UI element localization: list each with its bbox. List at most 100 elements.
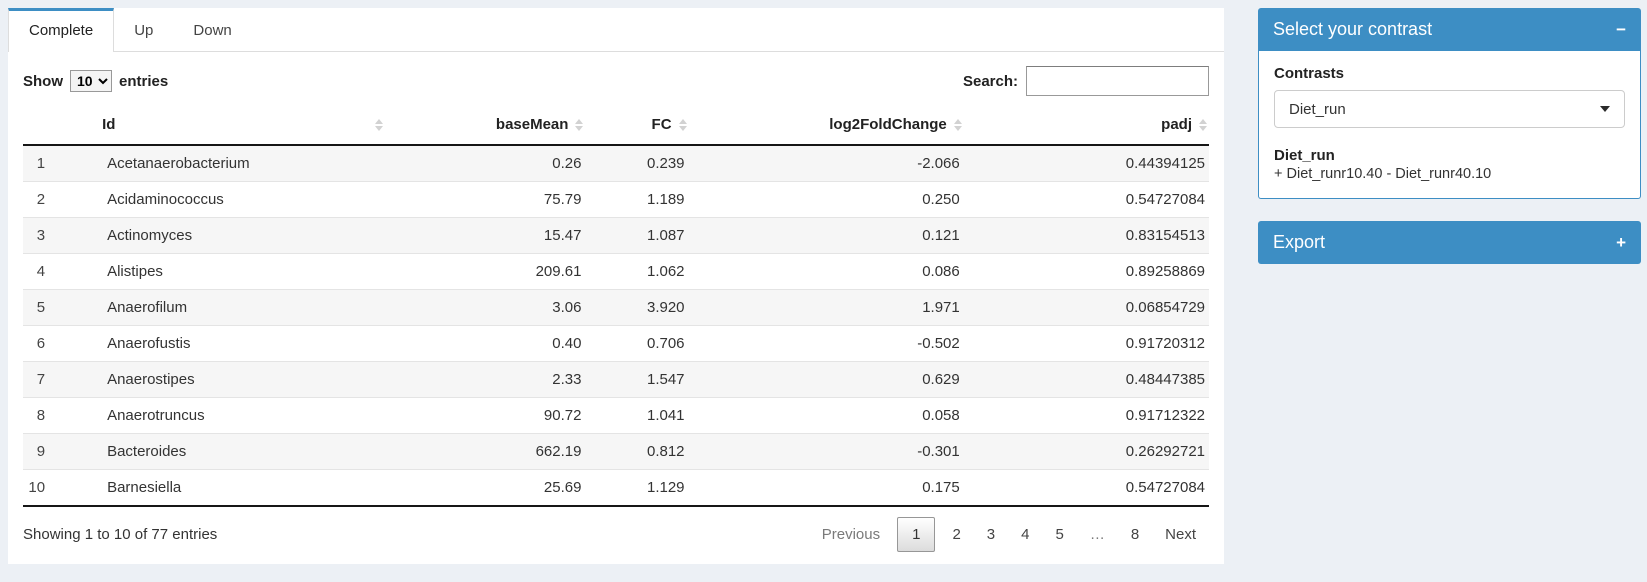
- table-row[interactable]: 9 Bacteroides 662.19 0.812 -0.301 0.2629…: [23, 434, 1209, 470]
- search-control: Search:: [963, 66, 1209, 96]
- page-length-control: Show 10 entries: [23, 70, 168, 92]
- header-row: Id baseMean FC: [23, 106, 1209, 145]
- table-row[interactable]: 5 Anaerofilum 3.06 3.920 1.971 0.0685472…: [23, 290, 1209, 326]
- cell-padj: 0.91720312: [964, 326, 1209, 362]
- table-controls: Show 10 entries Search:: [23, 66, 1209, 96]
- column-header-id[interactable]: Id: [100, 106, 385, 145]
- cell-fc: 0.239: [585, 145, 688, 182]
- cell-id: Acetanaerobacterium: [100, 145, 385, 182]
- page-length-select[interactable]: 10: [70, 70, 112, 92]
- pagination-page-2[interactable]: 2: [939, 517, 973, 552]
- sort-icon: [954, 119, 962, 131]
- pagination-page-5[interactable]: 5: [1042, 517, 1076, 552]
- table-row[interactable]: 7 Anaerostipes 2.33 1.547 0.629 0.484473…: [23, 362, 1209, 398]
- contrast-panel-title: Select your contrast: [1273, 19, 1432, 40]
- collapse-minus-icon[interactable]: −: [1616, 21, 1626, 38]
- pagination-page-8[interactable]: 8: [1118, 517, 1152, 552]
- cell-fc: 3.920: [585, 290, 688, 326]
- table-footer: Showing 1 to 10 of 77 entries Previous 1…: [23, 517, 1209, 552]
- table-row[interactable]: 8 Anaerotruncus 90.72 1.041 0.058 0.9171…: [23, 398, 1209, 434]
- search-input[interactable]: [1026, 66, 1209, 96]
- cell-padj: 0.54727084: [964, 470, 1209, 507]
- cell-fc: 1.547: [585, 362, 688, 398]
- cell-id: Anaerofustis: [100, 326, 385, 362]
- cell-basemean: 15.47: [385, 218, 585, 254]
- tab-down[interactable]: Down: [173, 8, 251, 51]
- cell-fc: 1.129: [585, 470, 688, 507]
- cell-basemean: 2.33: [385, 362, 585, 398]
- column-header-log2foldchange[interactable]: log2FoldChange: [689, 106, 964, 145]
- contrast-panel-body: Contrasts Diet_run Diet_run + Diet_runr1…: [1258, 51, 1641, 199]
- pagination-ellipsis: …: [1077, 517, 1118, 552]
- cell-log2foldchange: 0.629: [689, 362, 964, 398]
- cell-basemean: 3.06: [385, 290, 585, 326]
- entries-label: entries: [119, 73, 168, 90]
- column-header-padj[interactable]: padj: [964, 106, 1209, 145]
- column-header-fc[interactable]: FC: [585, 106, 688, 145]
- column-label-fc: FC: [652, 116, 672, 133]
- cell-fc: 1.087: [585, 218, 688, 254]
- cell-padj: 0.89258869: [964, 254, 1209, 290]
- search-label: Search:: [963, 73, 1018, 90]
- cell-basemean: 75.79: [385, 182, 585, 218]
- cell-padj: 0.91712322: [964, 398, 1209, 434]
- show-label: Show: [23, 73, 63, 90]
- contrasts-select-value: Diet_run: [1289, 101, 1346, 118]
- cell-padj: 0.83154513: [964, 218, 1209, 254]
- cell-padj: 0.26292721: [964, 434, 1209, 470]
- cell-log2foldchange: 1.971: [689, 290, 964, 326]
- cell-fc: 0.706: [585, 326, 688, 362]
- table-row[interactable]: 1 Acetanaerobacterium 0.26 0.239 -2.066 …: [23, 145, 1209, 182]
- cell-log2foldchange: -2.066: [689, 145, 964, 182]
- sort-icon: [1199, 119, 1207, 131]
- table-row[interactable]: 3 Actinomyces 15.47 1.087 0.121 0.831545…: [23, 218, 1209, 254]
- cell-id: Acidaminococcus: [100, 182, 385, 218]
- table-row[interactable]: 4 Alistipes 209.61 1.062 0.086 0.8925886…: [23, 254, 1209, 290]
- column-label-id: Id: [102, 116, 115, 133]
- column-label-log2foldchange: log2FoldChange: [829, 116, 947, 133]
- cell-padj: 0.54727084: [964, 182, 1209, 218]
- row-number: 10: [23, 470, 100, 507]
- row-number: 8: [23, 398, 100, 434]
- pagination: Previous 1 2 3 4 5 … 8 Next: [809, 517, 1209, 552]
- sort-icon: [375, 119, 383, 131]
- row-number: 2: [23, 182, 100, 218]
- table-row[interactable]: 6 Anaerofustis 0.40 0.706 -0.502 0.91720…: [23, 326, 1209, 362]
- sort-icon: [679, 119, 687, 131]
- results-table: Id baseMean FC: [23, 106, 1209, 507]
- tab-bar: Complete Up Down: [8, 8, 1224, 52]
- pagination-next-button[interactable]: Next: [1152, 517, 1209, 552]
- row-number: 3: [23, 218, 100, 254]
- contrast-panel-header[interactable]: Select your contrast −: [1258, 8, 1641, 51]
- pagination-page-3[interactable]: 3: [974, 517, 1008, 552]
- column-header-basemean[interactable]: baseMean: [385, 106, 585, 145]
- column-label-padj: padj: [1161, 116, 1192, 133]
- contrast-panel: Select your contrast − Contrasts Diet_ru…: [1258, 8, 1641, 199]
- cell-log2foldchange: 0.121: [689, 218, 964, 254]
- pagination-previous-button[interactable]: Previous: [809, 517, 893, 552]
- cell-id: Anaerostipes: [100, 362, 385, 398]
- row-number: 1: [23, 145, 100, 182]
- cell-basemean: 209.61: [385, 254, 585, 290]
- cell-fc: 1.041: [585, 398, 688, 434]
- pagination-page-1[interactable]: 1: [897, 517, 935, 552]
- results-card: Complete Up Down Show 10 entries Search:: [8, 8, 1224, 564]
- cell-log2foldchange: -0.502: [689, 326, 964, 362]
- row-number: 6: [23, 326, 100, 362]
- cell-basemean: 90.72: [385, 398, 585, 434]
- export-panel-header[interactable]: Export +: [1258, 221, 1641, 264]
- expand-plus-icon[interactable]: +: [1616, 234, 1626, 251]
- contrasts-select[interactable]: Diet_run: [1274, 90, 1625, 128]
- cell-id: Barnesiella: [100, 470, 385, 507]
- table-row[interactable]: 10 Barnesiella 25.69 1.129 0.175 0.54727…: [23, 470, 1209, 507]
- contrast-name: Diet_run: [1274, 147, 1625, 164]
- pagination-page-4[interactable]: 4: [1008, 517, 1042, 552]
- tab-up[interactable]: Up: [114, 8, 173, 51]
- tab-complete[interactable]: Complete: [8, 8, 114, 52]
- table-row[interactable]: 2 Acidaminococcus 75.79 1.189 0.250 0.54…: [23, 182, 1209, 218]
- cell-basemean: 0.26: [385, 145, 585, 182]
- cell-padj: 0.06854729: [964, 290, 1209, 326]
- contrasts-label: Contrasts: [1274, 65, 1625, 82]
- cell-fc: 1.062: [585, 254, 688, 290]
- row-number: 7: [23, 362, 100, 398]
